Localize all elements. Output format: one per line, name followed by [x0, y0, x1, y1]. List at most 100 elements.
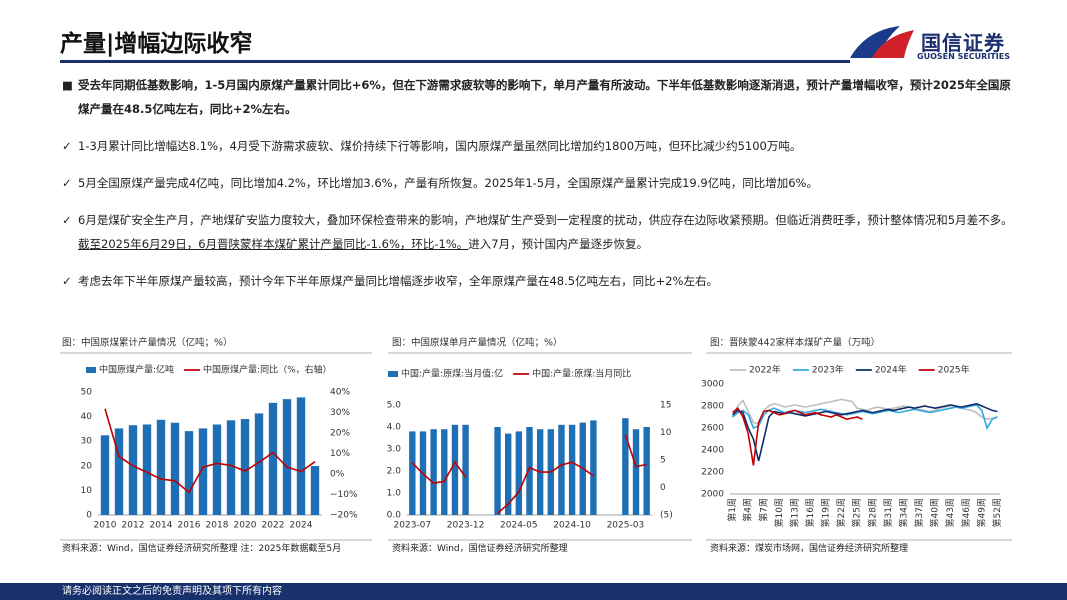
bar [441, 429, 448, 515]
y2-tick-label: 0 [660, 483, 666, 493]
y2-tick-label: 0% [330, 470, 345, 480]
x-tick-label: 第16周 [804, 498, 816, 527]
x-tick-label: 第4周 [742, 498, 754, 522]
bar [505, 433, 512, 515]
chart-title: 图：中国原煤单月产量情况（亿吨；%） [392, 337, 563, 349]
bar [296, 397, 306, 515]
y-tick-label: 2400 [701, 446, 724, 456]
bar [590, 420, 597, 515]
y2-tick-label: 20% [330, 429, 350, 439]
legend-label: 中国原煤产量:同比（%，右轴） [203, 364, 332, 376]
line [411, 434, 647, 515]
y-tick-label: 2200 [701, 468, 724, 478]
legend-label: 中国原煤产量:亿吨 [99, 364, 174, 376]
logo-text: 国信证券 [921, 31, 1005, 55]
legend-label: 2025年 [938, 364, 970, 376]
y-tick-label: 10 [81, 486, 93, 496]
x-tick-label: 2025-03 [607, 521, 645, 531]
y2-tick-label: 10 [660, 428, 672, 438]
bullet-list: ■ 受去年同期低基数影响，1-5月国内原煤产量累计同比+6%，但在下游需求疲软等的… [62, 73, 1022, 306]
bullet-text: 考虑去年下半年原煤产量较高，预计今年下半年原煤产量同比增幅逐步收窄，全年原煤产量… [78, 269, 718, 293]
x-tick-label: 2012 [122, 521, 145, 531]
x-tick-label: 2010 [94, 521, 117, 531]
y2-tick-label: −20% [330, 511, 358, 521]
x-tick-label: 2024-05 [500, 521, 538, 531]
bar [254, 413, 264, 515]
page-title: 产量|增幅边际收窄 [60, 31, 253, 57]
line [732, 402, 998, 462]
x-tick-label: 第40周 [929, 498, 941, 527]
x-tick-label: 第46周 [960, 498, 972, 527]
bar [142, 424, 152, 515]
x-tick-label: 第25周 [851, 498, 863, 527]
logo-mark [850, 26, 900, 58]
bar [268, 402, 278, 515]
y2-tick-label: −10% [330, 490, 358, 500]
bullet-text: 5月全国原煤产量完成4亿吨，同比增加4.2%，环比增加3.6%，产量有所恢复。2… [78, 171, 818, 195]
chart-title: 图：晋陕蒙442家样本煤矿产量（万吨） [710, 337, 880, 349]
bullet-marker: ✓ [62, 213, 72, 227]
x-tick-label: 第13周 [788, 498, 800, 527]
x-tick-label: 2023-12 [447, 521, 485, 531]
bar [558, 424, 565, 515]
bar [128, 425, 138, 515]
bullet-marker: ✓ [62, 139, 72, 153]
legend-swatch [388, 371, 398, 377]
bar [114, 428, 124, 515]
y2-tick-label: 40% [330, 388, 350, 398]
bar [282, 399, 292, 515]
y2-tick-label: 5 [660, 456, 666, 466]
y-tick-label: 0.0 [387, 511, 402, 521]
bar [622, 418, 629, 515]
y2-tick-label: (5) [660, 511, 673, 521]
y-tick-label: 2000 [701, 490, 724, 500]
footer-bar [0, 583, 1067, 600]
bullet-part: 截至2025年6月29日，6月晋陕蒙样本煤矿累计产量同比-1.6%，环比-1%。 [78, 237, 469, 251]
bullet-part: 进入7月，预计国内产量逐步恢复。 [468, 237, 649, 251]
y2-tick-label: 10% [330, 449, 350, 459]
line [732, 406, 863, 466]
bar [198, 428, 208, 515]
x-tick-label: 2016 [178, 521, 201, 531]
header-art [60, 26, 914, 63]
y-tick-label: 2.0 [387, 467, 402, 477]
bar [643, 427, 650, 515]
line [732, 404, 998, 430]
x-tick-label: 2023-07 [394, 521, 432, 531]
bar [526, 427, 533, 515]
bullet-part: 考虑去年下半年原煤产量较高，预计今年下半年原煤产量同比增幅逐步收窄，全年原煤产量… [78, 274, 718, 288]
y-tick-label: 1.0 [387, 489, 402, 499]
chart-source: 资料来源：Wind，国信证券经济研究所整理 注：2025年数据截至5月 [62, 544, 342, 554]
bar [240, 419, 250, 515]
legend-label: 2023年 [812, 364, 844, 376]
y-tick-label: 2800 [701, 402, 724, 412]
legend-label: 2024年 [875, 364, 907, 376]
bar [515, 431, 523, 515]
y2-tick-label: 15 [660, 401, 671, 411]
y-tick-label: 0 [86, 511, 92, 521]
y-tick-label: 30 [81, 437, 93, 447]
x-tick-label: 第52周 [991, 498, 1003, 527]
bullet-part: 6月是煤矿安全生产月，产地煤矿安监力度较大，叠加环保检查带来的影响，产地煤矿生产… [78, 213, 1013, 227]
bar [462, 424, 469, 515]
bar [632, 429, 640, 515]
bullet: ✓ 考虑去年下半年原煤产量较高，预计今年下半年原煤产量同比增幅逐步收窄，全年原煤产… [62, 269, 1022, 293]
bullet-text: 受去年同期低基数影响，1-5月国内原煤产量累计同比+6%，但在下游需求疲软等的影… [78, 73, 1022, 121]
x-tick-label: 2024-10 [553, 521, 591, 531]
bullet-part: 受去年同期低基数影响，1-5月国内原煤产量累计同比+6%，但在下游需求疲软等的影… [78, 78, 1011, 116]
x-tick-label: 第43周 [944, 498, 956, 527]
bullet-marker: ✓ [62, 176, 72, 190]
y-tick-label: 3000 [701, 380, 724, 390]
x-tick-label: 第37周 [913, 498, 925, 527]
bullet-part: 1-3月累计同比增幅达8.1%，4月受下游需求疲软、煤价持续下行等影响，国内原煤… [78, 139, 802, 153]
x-tick-label: 2020 [234, 521, 257, 531]
x-tick-label: 第1周 [726, 498, 738, 522]
x-tick-label: 第34周 [897, 498, 909, 527]
bar [184, 431, 194, 515]
legend-label: 2022年 [749, 364, 781, 376]
x-tick-label: 第22周 [835, 498, 847, 527]
bar [568, 424, 576, 515]
header-rule [60, 60, 850, 63]
